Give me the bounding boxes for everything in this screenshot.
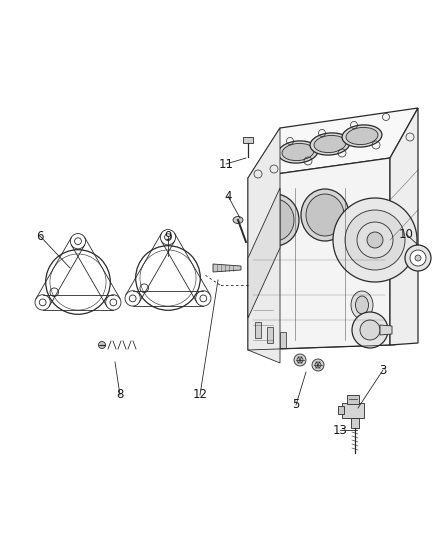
Bar	[267, 327, 273, 343]
Circle shape	[345, 210, 405, 270]
Ellipse shape	[282, 143, 314, 160]
Ellipse shape	[356, 296, 368, 314]
Circle shape	[312, 359, 324, 371]
Circle shape	[367, 232, 383, 248]
Bar	[243, 137, 253, 143]
Circle shape	[352, 312, 388, 348]
Bar	[338, 406, 344, 414]
Ellipse shape	[301, 189, 349, 241]
Polygon shape	[213, 264, 241, 272]
Circle shape	[315, 362, 321, 368]
Polygon shape	[380, 325, 392, 335]
Text: 10: 10	[399, 228, 413, 240]
Bar	[342, 403, 364, 418]
Text: 13: 13	[332, 424, 347, 437]
Ellipse shape	[278, 141, 318, 163]
Polygon shape	[248, 128, 280, 363]
Circle shape	[410, 250, 426, 266]
Ellipse shape	[346, 127, 378, 144]
Polygon shape	[248, 108, 418, 178]
Circle shape	[360, 320, 380, 340]
Ellipse shape	[314, 135, 346, 152]
Text: 11: 11	[219, 157, 233, 171]
Bar	[280, 332, 286, 348]
Ellipse shape	[251, 194, 299, 246]
Ellipse shape	[99, 342, 106, 349]
Text: 12: 12	[192, 389, 208, 401]
Polygon shape	[248, 188, 280, 318]
Text: 3: 3	[379, 364, 387, 376]
Circle shape	[333, 198, 417, 282]
Polygon shape	[390, 108, 418, 345]
Circle shape	[297, 357, 303, 363]
Ellipse shape	[306, 194, 344, 236]
Ellipse shape	[310, 133, 350, 155]
Text: 8: 8	[117, 389, 124, 401]
Text: 4: 4	[224, 190, 232, 203]
Circle shape	[357, 222, 393, 258]
Bar	[351, 418, 359, 428]
Circle shape	[294, 354, 306, 366]
Ellipse shape	[342, 125, 382, 147]
Text: 6: 6	[36, 230, 44, 243]
Circle shape	[405, 245, 431, 271]
Bar	[347, 395, 359, 404]
Text: 5: 5	[292, 399, 300, 411]
Text: 9: 9	[164, 230, 172, 243]
Circle shape	[415, 255, 421, 261]
Ellipse shape	[233, 216, 243, 223]
Ellipse shape	[256, 199, 294, 241]
Bar	[255, 322, 261, 338]
Ellipse shape	[351, 291, 373, 319]
Polygon shape	[248, 158, 390, 350]
